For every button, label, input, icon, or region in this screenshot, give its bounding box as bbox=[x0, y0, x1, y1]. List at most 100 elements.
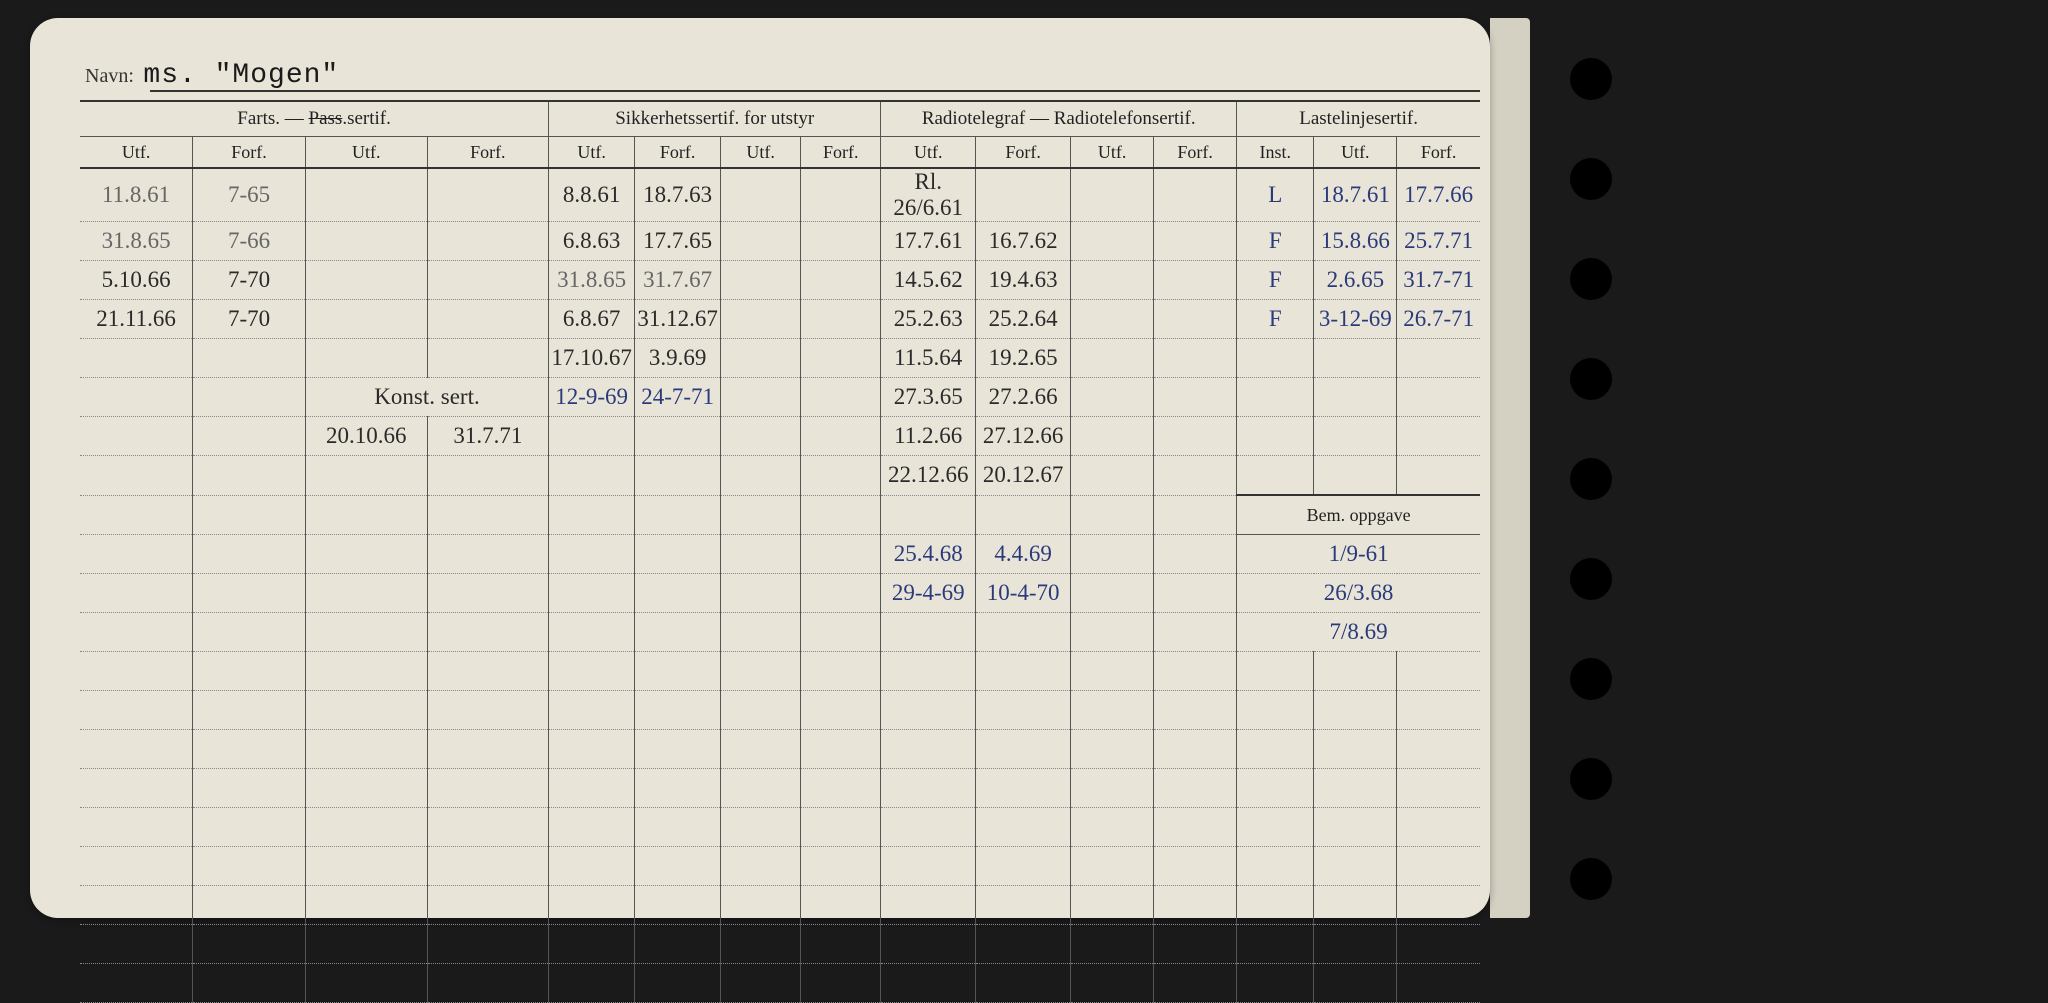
cell bbox=[801, 769, 881, 808]
cell bbox=[1071, 652, 1154, 691]
cell bbox=[1237, 847, 1314, 886]
cell bbox=[193, 964, 306, 1003]
cell bbox=[1071, 808, 1154, 847]
cell bbox=[549, 847, 635, 886]
cell bbox=[1397, 339, 1480, 378]
cell bbox=[549, 964, 635, 1003]
cell bbox=[1397, 808, 1480, 847]
cell: 25.4.68 bbox=[881, 535, 976, 574]
cell bbox=[427, 847, 549, 886]
cell bbox=[427, 168, 549, 222]
cell bbox=[305, 964, 427, 1003]
cell bbox=[193, 886, 306, 925]
cell: 20.12.67 bbox=[976, 456, 1071, 496]
cell: 16.7.62 bbox=[976, 222, 1071, 261]
cell bbox=[549, 495, 635, 535]
cell bbox=[976, 613, 1071, 652]
cell bbox=[427, 652, 549, 691]
cell bbox=[1397, 886, 1480, 925]
cell bbox=[881, 691, 976, 730]
cell bbox=[305, 168, 427, 222]
cell bbox=[721, 300, 801, 339]
cell bbox=[976, 168, 1071, 222]
cell bbox=[193, 769, 306, 808]
cell bbox=[1071, 378, 1154, 417]
cell bbox=[549, 417, 635, 456]
cell bbox=[976, 886, 1071, 925]
cell bbox=[721, 613, 801, 652]
cell: 6.8.63 bbox=[549, 222, 635, 261]
cell bbox=[721, 691, 801, 730]
cell bbox=[1154, 535, 1237, 574]
cell bbox=[305, 925, 427, 964]
cell bbox=[1154, 261, 1237, 300]
cell bbox=[1154, 417, 1237, 456]
binder-hole bbox=[1570, 558, 1612, 600]
sub-11: Forf. bbox=[1154, 137, 1237, 169]
cell: 31.7-71 bbox=[1397, 261, 1480, 300]
cell bbox=[1237, 808, 1314, 847]
table-row bbox=[80, 964, 1480, 1003]
cell bbox=[801, 808, 881, 847]
cell bbox=[1397, 417, 1480, 456]
binder-hole bbox=[1570, 258, 1612, 300]
cell bbox=[1154, 300, 1237, 339]
cell bbox=[305, 495, 427, 535]
cell bbox=[1071, 261, 1154, 300]
cell bbox=[635, 730, 721, 769]
cell: 25.2.63 bbox=[881, 300, 976, 339]
bem-header-row: Bem. oppgave bbox=[80, 495, 1480, 535]
cell bbox=[976, 925, 1071, 964]
cell bbox=[801, 300, 881, 339]
group-farts: Farts. — Pass.sertif. bbox=[80, 101, 549, 137]
cell: 21.11.66 bbox=[80, 300, 193, 339]
paper-edge bbox=[1490, 18, 1530, 918]
binder-hole bbox=[1570, 658, 1612, 700]
cell bbox=[721, 168, 801, 222]
cell bbox=[305, 847, 427, 886]
cell bbox=[1071, 300, 1154, 339]
sub-12: Inst. bbox=[1237, 137, 1314, 169]
cell bbox=[549, 769, 635, 808]
cell: 4.4.69 bbox=[976, 535, 1071, 574]
cell bbox=[1071, 730, 1154, 769]
table-row: 20.10.6631.7.7111.2.6627.12.66 bbox=[80, 417, 1480, 456]
cell bbox=[721, 652, 801, 691]
cell bbox=[549, 925, 635, 964]
cell bbox=[193, 495, 306, 535]
cell bbox=[305, 300, 427, 339]
cell bbox=[881, 730, 976, 769]
cell bbox=[1237, 456, 1314, 496]
table-row bbox=[80, 769, 1480, 808]
binder-hole bbox=[1570, 158, 1612, 200]
cell bbox=[1314, 730, 1397, 769]
cell bbox=[80, 652, 193, 691]
cell bbox=[1314, 808, 1397, 847]
cell bbox=[1314, 925, 1397, 964]
table-row: 31.8.657-666.8.6317.7.6517.7.6116.7.62F1… bbox=[80, 222, 1480, 261]
cell bbox=[1154, 613, 1237, 652]
cell: 25.2.64 bbox=[976, 300, 1071, 339]
cell bbox=[801, 378, 881, 417]
cell bbox=[1154, 222, 1237, 261]
cell: 20.10.66 bbox=[305, 417, 427, 456]
cell bbox=[1071, 847, 1154, 886]
cell bbox=[635, 574, 721, 613]
cell: 11.5.64 bbox=[881, 339, 976, 378]
table-row bbox=[80, 730, 1480, 769]
cell bbox=[801, 730, 881, 769]
cell bbox=[635, 886, 721, 925]
cell bbox=[976, 691, 1071, 730]
cell bbox=[193, 925, 306, 964]
cell bbox=[193, 613, 306, 652]
cell: 18.7.61 bbox=[1314, 168, 1397, 222]
cell bbox=[721, 925, 801, 964]
cell bbox=[305, 808, 427, 847]
cell bbox=[1397, 964, 1480, 1003]
cell bbox=[721, 417, 801, 456]
cell bbox=[1154, 886, 1237, 925]
cell bbox=[1154, 339, 1237, 378]
sub-7: Forf. bbox=[801, 137, 881, 169]
cell bbox=[1237, 339, 1314, 378]
cell bbox=[427, 300, 549, 339]
